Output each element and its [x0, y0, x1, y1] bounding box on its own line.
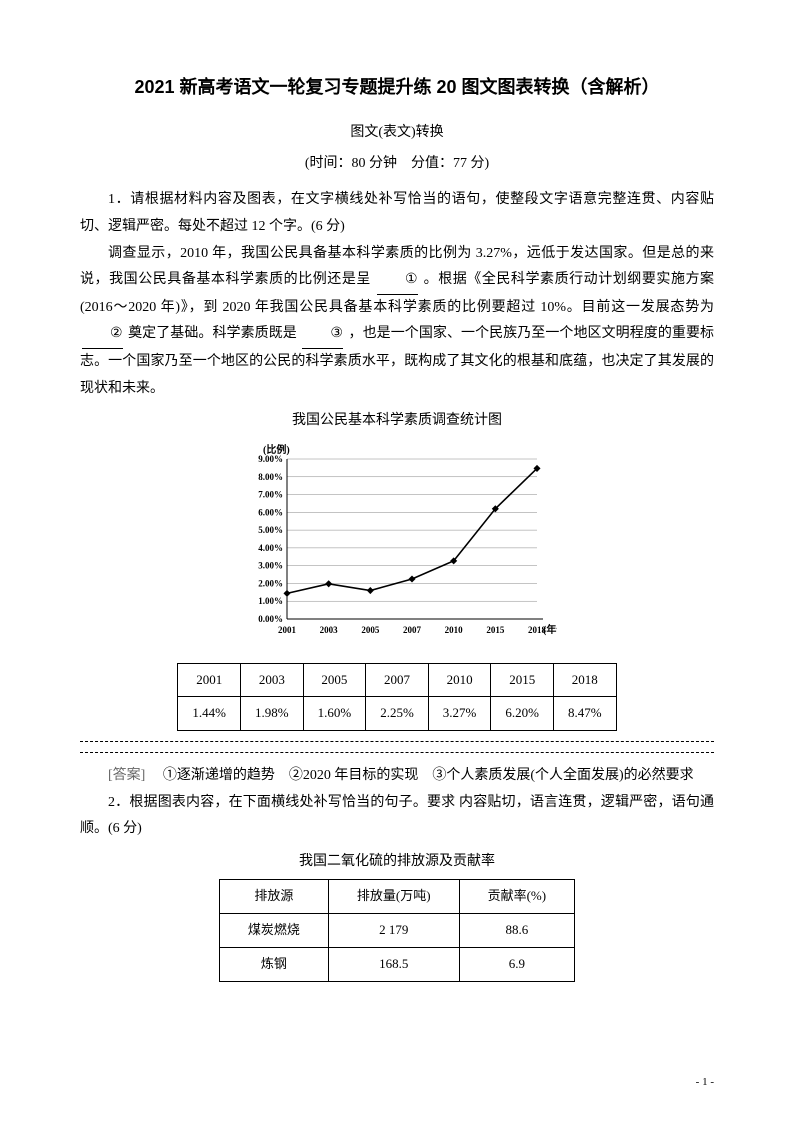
svg-text:4.00%: 4.00%	[258, 543, 283, 553]
table-cell: 2001	[178, 663, 241, 697]
answer-label: [答案]	[108, 768, 145, 783]
table-cell: 排放源	[219, 880, 328, 914]
timing-line: (时间：80 分钟 分值：77 分)	[80, 151, 714, 178]
table-cell: 贡献率(%)	[459, 880, 575, 914]
table-cell: 2 179	[328, 914, 459, 948]
divider	[80, 741, 714, 742]
table-cell: 排放量(万吨)	[328, 880, 459, 914]
table-cell: 8.47%	[553, 697, 616, 731]
line-chart: 0.00% 1.00% 2.00% 3.00% 4.00% 5.00% 6.00% 7.00%…	[237, 439, 557, 649]
svg-text:2.00%: 2.00%	[258, 578, 283, 588]
table-cell: 2018	[553, 663, 616, 697]
answer-text	[149, 768, 163, 783]
svg-text:6.00%: 6.00%	[258, 507, 283, 517]
table-row: 1.44%1.98%1.60%2.25%3.27%6.20%8.47%	[178, 697, 616, 731]
svg-text:(年份): (年份)	[543, 623, 557, 636]
table-row: 炼钢168.56.9	[219, 947, 574, 981]
svg-text:5.00%: 5.00%	[258, 525, 283, 535]
svg-text:0.00%: 0.00%	[258, 614, 283, 624]
svg-text:2015: 2015	[486, 625, 505, 635]
table-cell: 2010	[428, 663, 491, 697]
q1-body-seg3: 奠定了基础。科学素质既是	[128, 326, 297, 341]
blank-2: ②	[82, 321, 123, 349]
table-cell: 炼钢	[219, 947, 328, 981]
table-cell: 1.44%	[178, 697, 241, 731]
chart-container: 0.00% 1.00% 2.00% 3.00% 4.00% 5.00% 6.00% 7.00%…	[80, 439, 714, 649]
blank-1: ①	[377, 267, 418, 295]
svg-text:2007: 2007	[403, 625, 422, 635]
page-title: 2021 新高考语文一轮复习专题提升练 20 图文图表转换（含解析）	[80, 70, 714, 104]
svg-text:8.00%: 8.00%	[258, 471, 283, 481]
table-cell: 煤炭燃烧	[219, 914, 328, 948]
table-cell: 1.60%	[303, 697, 366, 731]
table-cell: 2005	[303, 663, 366, 697]
svg-text:2010: 2010	[445, 625, 464, 635]
table-cell: 6.9	[459, 947, 575, 981]
data-table-1: 2001200320052007201020152018 1.44%1.98%1…	[177, 663, 616, 731]
table-row: 排放源排放量(万吨)贡献率(%)	[219, 880, 574, 914]
table-cell: 168.5	[328, 947, 459, 981]
q1-body: 调查显示，2010 年，我国公民具备基本科学素质的比例为 3.27%，远低于发达…	[80, 241, 714, 403]
table-row: 2001200320052007201020152018	[178, 663, 616, 697]
q2-intro: 2．根据图表内容，在下面横线处补写恰当的句子。要求 内容贴切，语言连贯，逻辑严密…	[80, 790, 714, 843]
svg-text:7.00%: 7.00%	[258, 489, 283, 499]
table-cell: 6.20%	[491, 697, 554, 731]
svg-text:1.00%: 1.00%	[258, 596, 283, 606]
table-cell: 2015	[491, 663, 554, 697]
chart-title: 我国公民基本科学素质调查统计图	[80, 408, 714, 435]
data-table-2: 排放源排放量(万吨)贡献率(%)煤炭燃烧2 17988.6炼钢168.56.9	[219, 879, 575, 981]
divider	[80, 752, 714, 753]
svg-text:2003: 2003	[320, 625, 339, 635]
blank-3: ③	[302, 321, 343, 349]
svg-text:3.00%: 3.00%	[258, 560, 283, 570]
svg-text:2001: 2001	[278, 625, 297, 635]
table-cell: 2.25%	[366, 697, 429, 731]
q2-chart-title: 我国二氧化硫的排放源及贡献率	[80, 849, 714, 876]
answer-content: ①逐渐递增的趋势 ②2020 年目标的实现 ③个人素质发展(个人全面发展)的必然…	[163, 768, 694, 783]
subtitle: 图文(表文)转换	[80, 120, 714, 147]
table-cell: 2007	[366, 663, 429, 697]
table-cell: 3.27%	[428, 697, 491, 731]
svg-text:2005: 2005	[361, 625, 380, 635]
page-number: - 1 -	[696, 1072, 714, 1093]
svg-text:(比例): (比例)	[263, 443, 290, 456]
table-cell: 88.6	[459, 914, 575, 948]
table-cell: 1.98%	[241, 697, 304, 731]
q1-answer: [答案] ①逐渐递增的趋势 ②2020 年目标的实现 ③个人素质发展(个人全面发…	[80, 763, 714, 790]
table-row: 煤炭燃烧2 17988.6	[219, 914, 574, 948]
q1-intro: 1．请根据材料内容及图表，在文字横线处补写恰当的语句，使整段文字语意完整连贯、内…	[80, 187, 714, 240]
table-cell: 2003	[241, 663, 304, 697]
